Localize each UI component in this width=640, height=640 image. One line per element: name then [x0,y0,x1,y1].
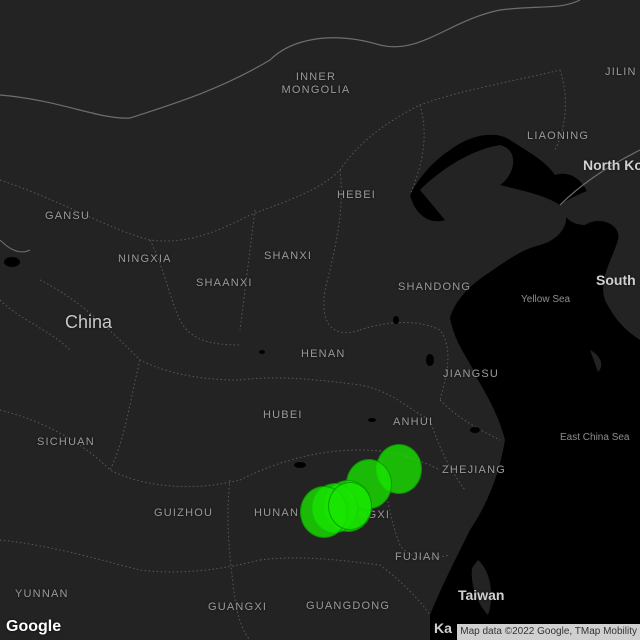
label-yunnan: YUNNAN [15,588,69,600]
label-liaoning: LIAONING [527,130,590,142]
label-taiwan: Taiwan [458,587,505,603]
label-guizhou: GUIZHOU [154,507,214,519]
label-north-korea: North Ko [583,157,640,173]
label-country-china: China [65,312,113,332]
province-borders [0,69,566,640]
lakes [4,257,616,468]
label-hubei: HUBEI [263,409,303,421]
map-marker[interactable] [328,482,372,530]
international-border [0,0,581,119]
label-hunan: HUNAN [254,507,300,519]
label-ningxia: NINGXIA [118,253,172,265]
label-jilin: JILIN [605,66,637,78]
label-shandong: SHANDONG [398,281,472,293]
label-east-china-sea: East China Sea [560,432,630,443]
sea-area [410,134,640,640]
label-zhejiang: ZHEJIANG [442,464,506,476]
label-shaanxi: SHAANXI [196,277,253,289]
label-guangdong: GUANGDONG [306,600,391,612]
label-fujian: FUJIAN [395,551,441,563]
map-attribution[interactable]: Map data ©2022 Google, TMap Mobility [457,624,640,640]
label-south-korea: South [596,272,636,288]
label-henan: HENAN [301,348,346,360]
label-gansu: GANSU [45,210,91,222]
label-partial-bottom: Ka [434,620,452,636]
label-shanxi: SHANXI [264,250,313,262]
taiwan-island [471,560,492,615]
label-sichuan: SICHUAN [37,436,95,448]
label-yellow-sea: Yellow Sea [521,294,571,305]
label-anhui: ANHUI [393,416,434,428]
google-logo[interactable]: Google [6,618,62,635]
label-inner-mongolia-text: INNER MONGOLIA [281,71,351,96]
label-jiangsu: JIANGSU [443,368,500,380]
label-hebei: HEBEI [337,189,377,201]
label-guangxi: GUANGXI [208,601,268,613]
label-inner-mongolia: INNER MONGOLIA [282,71,351,97]
